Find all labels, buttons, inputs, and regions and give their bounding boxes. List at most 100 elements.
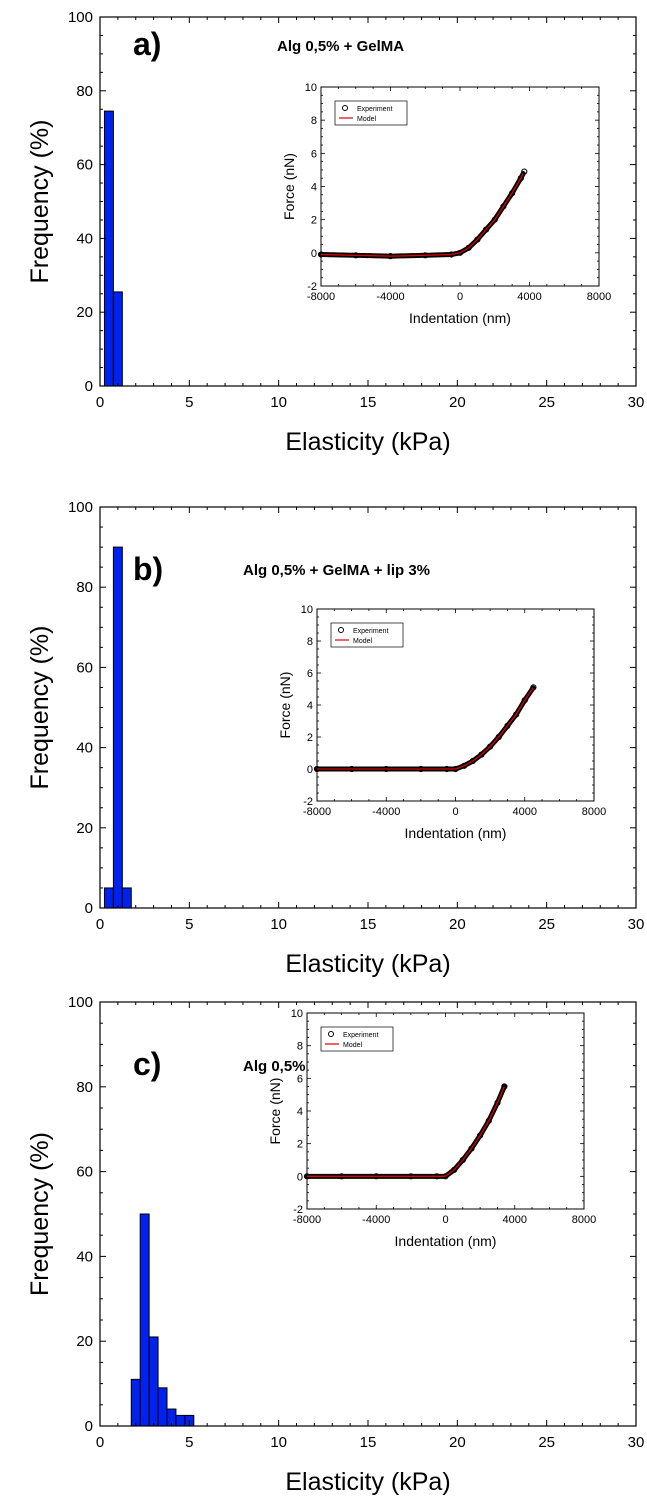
inset-x-tick-label: 4000 bbox=[517, 291, 541, 303]
histogram-bar bbox=[112, 291, 123, 387]
inset-x-tick-label: -8000 bbox=[293, 1214, 321, 1226]
inset-x-tick-label: -4000 bbox=[362, 1214, 390, 1226]
inset-y-tick-label: 6 bbox=[297, 1073, 303, 1085]
inset-x-tick-label: -4000 bbox=[372, 806, 400, 818]
histogram-bar bbox=[148, 1336, 159, 1427]
y-tick-label: 0 bbox=[85, 1418, 93, 1435]
y-tick-label: 40 bbox=[76, 230, 93, 247]
legend-experiment-label: Experiment bbox=[343, 1032, 378, 1039]
inset-x-tick-label: 0 bbox=[457, 291, 463, 303]
inset-model-line bbox=[317, 687, 534, 770]
inset-y-tick-label: -2 bbox=[293, 1204, 303, 1216]
histogram-bar bbox=[175, 1414, 186, 1427]
inset-x-tick-label: -8000 bbox=[307, 291, 335, 303]
histogram-bar bbox=[103, 887, 114, 909]
y-tick-label: 20 bbox=[76, 1333, 93, 1350]
inset-experiment-point bbox=[485, 1117, 492, 1124]
inset-y-tick-label: 2 bbox=[297, 1139, 303, 1151]
inset-experiment-point bbox=[461, 762, 468, 769]
inset-experiment-point bbox=[477, 1132, 484, 1139]
y-axis-label: Frequency (%) bbox=[26, 1132, 54, 1296]
inset-experiment-point bbox=[530, 684, 537, 691]
inset-x-tick-label: -8000 bbox=[303, 806, 331, 818]
inset-y-tick-label: 10 bbox=[291, 1008, 303, 1020]
inset-x-axis-label: Indentation (nm) bbox=[405, 825, 507, 841]
x-axis-label: Elasticity (kPa) bbox=[285, 950, 450, 978]
inset-y-tick-label: 8 bbox=[297, 1041, 303, 1053]
inset-y-tick-label: 0 bbox=[307, 764, 313, 776]
x-tick-label: 20 bbox=[449, 1434, 466, 1451]
inset-y-tick-label: -2 bbox=[307, 281, 317, 293]
y-tick-label: 80 bbox=[76, 83, 93, 100]
legend-model-label: Model bbox=[343, 1042, 363, 1049]
inset-x-tick-label: 8000 bbox=[582, 806, 606, 818]
inset-experiment-point bbox=[482, 226, 490, 233]
x-tick-label: 0 bbox=[96, 916, 104, 933]
inset-y-axis-label: Force (nN) bbox=[267, 1078, 283, 1145]
inset-x-tick-label: 8000 bbox=[587, 291, 611, 303]
x-tick-label: 10 bbox=[270, 394, 287, 411]
x-tick-label: 5 bbox=[185, 394, 193, 411]
inset-experiment-point bbox=[494, 1099, 501, 1106]
panel-label: a) bbox=[133, 26, 161, 62]
inset-experiment-point bbox=[469, 757, 476, 765]
inset-experiment-point bbox=[459, 1156, 466, 1164]
inset-y-tick-label: 10 bbox=[301, 604, 313, 616]
inset-experiment-point bbox=[491, 216, 498, 223]
y-axis-label: Frequency (%) bbox=[26, 120, 54, 284]
y-tick-label: 20 bbox=[76, 304, 93, 321]
x-tick-label: 5 bbox=[185, 1434, 193, 1451]
inset-model-line bbox=[307, 1086, 505, 1177]
legend-experiment-label: Experiment bbox=[353, 628, 388, 635]
inset-chart: -8000 -4000 0 4000 8000 -2 0 2 4 6 8 10 Indentation … bbox=[281, 82, 611, 326]
y-tick-label: 60 bbox=[76, 659, 93, 676]
inset-experiment-point bbox=[487, 743, 494, 750]
chart-title: Alg 0,5% + GelMA + lip 3% bbox=[243, 562, 430, 579]
inset-x-axis-label: Indentation (nm) bbox=[395, 1233, 497, 1249]
histogram-bar bbox=[157, 1387, 168, 1427]
inset-x-tick-label: 0 bbox=[442, 1214, 448, 1226]
inset-experiment-point bbox=[504, 722, 511, 729]
inset-experiment-point bbox=[495, 733, 502, 741]
inset-y-tick-label: 6 bbox=[311, 148, 317, 160]
inset-x-tick-label: 4000 bbox=[513, 806, 537, 818]
x-tick-label: 25 bbox=[538, 1434, 555, 1451]
inset-y-tick-label: 4 bbox=[311, 182, 317, 194]
inset-experiment-point bbox=[474, 236, 481, 243]
x-tick-label: 30 bbox=[628, 394, 645, 411]
x-tick-label: 5 bbox=[185, 916, 193, 933]
x-axis-label: Elasticity (kPa) bbox=[285, 428, 450, 456]
x-tick-label: 20 bbox=[449, 916, 466, 933]
inset-x-tick-label: 4000 bbox=[503, 1214, 527, 1226]
legend-experiment-marker bbox=[328, 1031, 334, 1037]
y-tick-label: 40 bbox=[76, 1248, 93, 1265]
y-tick-label: 0 bbox=[85, 900, 93, 917]
histogram-bar bbox=[139, 1213, 150, 1427]
y-tick-label: 100 bbox=[68, 9, 93, 26]
x-tick-label: 15 bbox=[360, 1434, 377, 1451]
y-axis-label: Frequency (%) bbox=[26, 626, 54, 790]
inset-experiment-point bbox=[468, 1145, 475, 1152]
legend-experiment-marker bbox=[338, 627, 344, 633]
inset-y-axis-label: Force (nN) bbox=[277, 672, 293, 739]
x-tick-label: 20 bbox=[449, 394, 466, 411]
inset-y-tick-label: 4 bbox=[307, 700, 313, 712]
y-tick-label: 60 bbox=[76, 1164, 93, 1181]
histogram-bar bbox=[103, 110, 114, 387]
x-tick-label: 25 bbox=[538, 916, 555, 933]
histogram-bar bbox=[112, 546, 123, 909]
inset-experiment-point bbox=[509, 190, 516, 197]
inset-experiment-point bbox=[478, 751, 485, 758]
chart-title: Alg 0,5% + GelMA bbox=[277, 38, 404, 55]
inset-y-axis-label: Force (nN) bbox=[281, 153, 297, 220]
inset-experiment-point bbox=[521, 697, 528, 704]
x-tick-label: 0 bbox=[96, 1434, 104, 1451]
y-tick-label: 0 bbox=[85, 378, 93, 395]
x-axis-label: Elasticity (kPa) bbox=[285, 1468, 450, 1496]
y-tick-label: 40 bbox=[76, 740, 93, 757]
panel-label: c) bbox=[133, 1046, 161, 1082]
inset-y-tick-label: 2 bbox=[311, 215, 317, 227]
inset-chart: -8000 -4000 0 4000 8000 -2 0 2 4 6 8 10 Indentation … bbox=[277, 604, 606, 841]
